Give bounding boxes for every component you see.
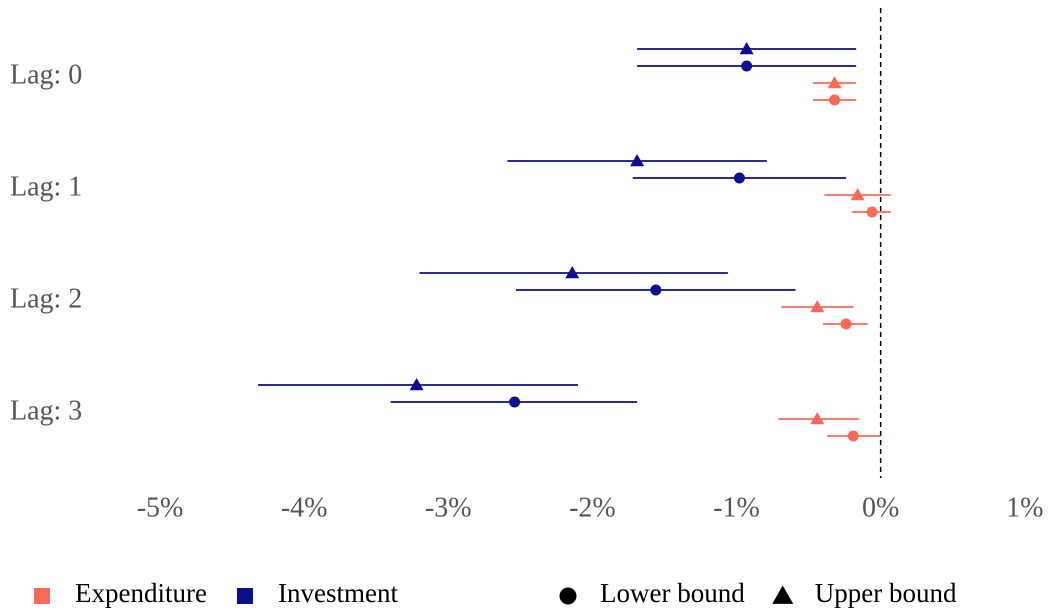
x-tick-label: -5%	[137, 492, 184, 523]
point	[840, 318, 852, 330]
y-tick-label: Lag: 0	[10, 59, 82, 90]
point	[733, 172, 745, 184]
legend-swatch	[34, 588, 50, 604]
legend-swatch	[236, 588, 253, 604]
point	[409, 378, 424, 391]
point	[739, 42, 754, 55]
x-tick-label: 0%	[862, 492, 899, 523]
legend-marker	[772, 585, 794, 604]
y-tick-label: Lag: 3	[10, 395, 82, 426]
legend-label: Expenditure	[75, 578, 207, 608]
point	[565, 266, 580, 279]
legend-label: Lower bound	[600, 578, 745, 608]
x-tick-label: -4%	[281, 492, 328, 523]
point	[509, 396, 521, 408]
y-tick-label: Lag: 2	[10, 283, 82, 314]
point	[850, 188, 865, 201]
point	[741, 60, 753, 72]
point	[630, 154, 645, 167]
point	[827, 76, 842, 89]
point	[650, 284, 662, 296]
point	[810, 300, 825, 313]
x-tick-label: -1%	[713, 492, 760, 523]
y-tick-label: Lag: 1	[10, 171, 82, 202]
point	[829, 94, 841, 106]
x-tick-label: 1%	[1006, 492, 1043, 523]
point	[810, 412, 825, 425]
x-tick-label: -3%	[425, 492, 472, 523]
x-tick-label: -2%	[569, 492, 616, 523]
point	[847, 430, 859, 442]
legend-marker	[559, 587, 577, 605]
legend-label: Investment	[278, 578, 398, 608]
point	[866, 206, 878, 218]
legend-label: Upper bound	[815, 578, 957, 608]
